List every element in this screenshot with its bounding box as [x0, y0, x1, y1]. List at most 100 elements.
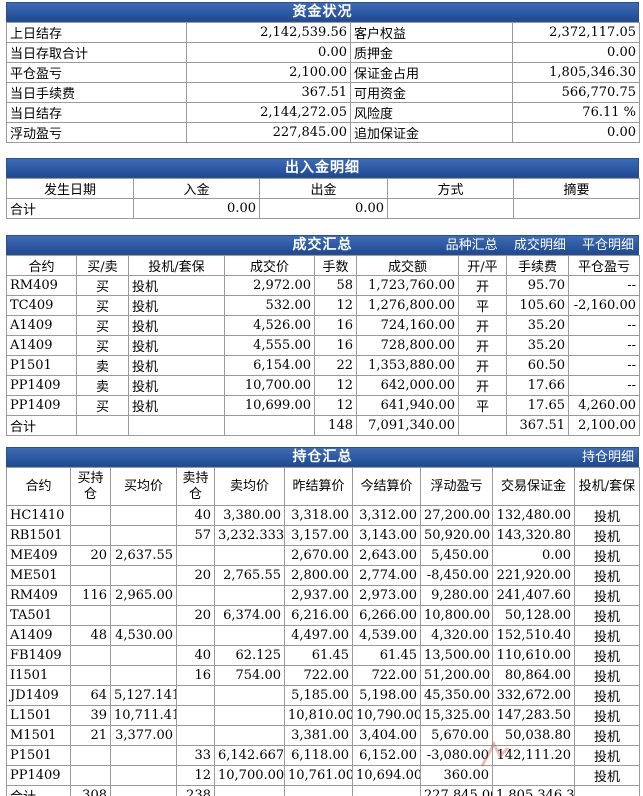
link-variety-summary[interactable]: 品种汇总	[445, 238, 498, 253]
positions-cell	[214, 685, 285, 706]
positions-cell: -8,450.00	[420, 565, 493, 586]
funds-value: 566,770.75	[512, 82, 640, 103]
trades-total-cell: 合计	[6, 415, 77, 436]
trades-cell: 开	[458, 375, 507, 396]
positions-total-cell	[284, 785, 353, 796]
funds-label: 当日结存	[6, 102, 187, 123]
positions-cell: 20	[70, 545, 111, 566]
link-trade-details[interactable]: 成交明细	[513, 238, 566, 253]
funds-label: 客户权益	[350, 22, 513, 43]
trades-cell: PP1409	[6, 375, 77, 396]
positions-cell	[214, 585, 285, 606]
positions-total-row: 合计308 238 227,845.001,805,346.30	[6, 785, 640, 796]
table-row: I1501 16 754.00 722.00 722.00 51,200.00 80,864…	[6, 665, 640, 686]
positions-cell	[214, 625, 285, 646]
trades-cell: 35.20	[506, 315, 569, 336]
inout-total-deposit: 0.00	[133, 198, 260, 219]
trades-cell: 17.66	[506, 375, 569, 396]
positions-cell: 10,790.00	[352, 705, 421, 726]
positions-col-header: 昨结算价	[284, 467, 353, 506]
funds-value: 2,372,117.05	[512, 22, 640, 43]
link-close-details[interactable]: 平仓明细	[581, 238, 634, 253]
positions-cell: 5,185.00	[284, 685, 353, 706]
positions-cell: 27,200.00	[420, 505, 493, 526]
trades-cell: TC409	[6, 295, 77, 316]
inout-section: 出入金明细 发生日期 入金 出金 方式 摘要 合计 0.00 0.00	[6, 158, 640, 219]
positions-cell: HC1410	[6, 505, 71, 526]
table-row: JD1409 64 5,127.141 5,185.00 5,198.00 45,350.…	[6, 685, 640, 706]
trades-col-header: 开/平	[458, 255, 507, 276]
positions-cell: 10,810.00	[284, 705, 353, 726]
link-position-details[interactable]: 持仓明细	[581, 450, 634, 465]
funds-value: 2,144,272.05	[186, 102, 351, 123]
table-row: RB1501 57 3,232.333 3,157.00 3,143.00 50,920.…	[6, 525, 640, 546]
positions-cell: JD1409	[6, 685, 71, 706]
trades-cell: 买	[76, 335, 129, 356]
positions-cell: 2,800.00	[284, 565, 353, 586]
trades-cell: 95.70	[506, 275, 569, 296]
positions-cell: ME501	[6, 565, 71, 586]
inout-table: 发生日期 入金 出金 方式 摘要 合计 0.00 0.00	[6, 178, 640, 219]
trades-col-header: 手数	[314, 255, 357, 276]
trades-cell: 6,154.00	[224, 355, 315, 376]
inout-total-withdraw: 0.00	[259, 198, 388, 219]
trades-cell: 17.65	[506, 395, 569, 416]
positions-cell: 332,672.00	[492, 685, 575, 706]
trades-cell: P1501	[6, 355, 77, 376]
positions-cell	[70, 505, 111, 526]
positions-cell: 投机	[574, 505, 640, 526]
funds-row: 当日结存 2,144,272.05 风险度 76.11 %	[6, 102, 640, 123]
trades-cell: 投机	[128, 275, 225, 296]
funds-label: 质押金	[350, 42, 513, 63]
inout-title: 出入金明细	[285, 160, 360, 176]
trades-section: 成交汇总 品种汇总 成交明细 平仓明细 合约 买/卖 投机/套保 成交价 手数 成交额 开/…	[6, 235, 640, 436]
trades-cell: --	[568, 335, 640, 356]
positions-cell: 投机	[574, 685, 640, 706]
positions-title: 持仓汇总	[292, 449, 353, 465]
positions-header-row: 合约 买持仓 买均价 卖持仓 卖均价 昨结算价 今结算价 浮动盈亏 交易保证金 投机/套保	[6, 467, 640, 506]
positions-total-cell: 合计	[6, 785, 71, 796]
watermark-icon	[480, 740, 510, 767]
trades-cell: --	[568, 375, 640, 396]
positions-cell: 5,127.141	[110, 685, 177, 706]
positions-col-header: 买均价	[110, 467, 177, 506]
positions-cell: 57	[176, 525, 215, 546]
trades-cell: RM409	[6, 275, 77, 296]
table-row: TA501 20 6,374.00 6,216.00 6,266.00 10,800.00…	[6, 605, 640, 626]
trades-cell: 买	[76, 295, 129, 316]
table-row: FB1409 40 62.125 61.45 61.45 13,500.00 110,610…	[6, 645, 640, 666]
funds-label: 当日手续费	[6, 82, 187, 103]
trades-total-cell	[128, 415, 225, 436]
positions-cell: 2,670.00	[284, 545, 353, 566]
trades-cell: 10,700.00	[224, 375, 315, 396]
positions-cell: 110,610.00	[492, 645, 575, 666]
positions-section: 持仓汇总 持仓明细 合约 买持仓 买均价 卖持仓 卖均价 昨结算价 今结算价 浮动盈亏 交易保证…	[6, 447, 640, 796]
positions-cell: 3,318.00	[284, 505, 353, 526]
positions-cell: 221,920.00	[492, 565, 575, 586]
trades-cell: 16	[314, 335, 357, 356]
positions-cell: P1501	[6, 745, 71, 766]
trades-cell: 平	[458, 395, 507, 416]
positions-cell: 142,111.20	[492, 745, 575, 766]
funds-value: 0.00	[186, 42, 351, 63]
trades-cell: 1,276,800.00	[356, 295, 459, 316]
positions-cell	[214, 725, 285, 746]
table-row: HC1410 40 3,380.00 3,318.00 3,312.00 27,200.0…	[6, 505, 640, 526]
positions-col-header: 浮动盈亏	[420, 467, 493, 506]
positions-col-header: 今结算价	[352, 467, 421, 506]
trades-total-row: 合计 148 7,091,340.00 367.51 2,100.00	[6, 415, 640, 436]
positions-cell: 241,407.60	[492, 585, 575, 606]
funds-label: 风险度	[350, 102, 513, 123]
trades-cell: 4,260.00	[568, 395, 640, 416]
positions-cell: 4,530.00	[110, 625, 177, 646]
table-row: A1409 48 4,530.00 4,497.00 4,539.00 4,320.00 1…	[6, 625, 640, 646]
trades-cell: 35.20	[506, 335, 569, 356]
trades-header: 成交汇总 品种汇总 成交明细 平仓明细	[6, 235, 639, 255]
positions-cell: 投机	[574, 605, 640, 626]
table-row: RM409 116 2,965.00 2,937.00 2,973.00 9,280.00…	[6, 585, 640, 606]
positions-cell: 16	[176, 665, 215, 686]
funds-row: 平仓盈亏 2,100.00 保证金占用 1,805,346.30	[6, 62, 640, 83]
positions-cell: 132,480.00	[492, 505, 575, 526]
table-row: RM409 买投机 2,972.00 58 1,723,760.00 开 95.70 --	[6, 275, 640, 296]
watermark-logo	[478, 736, 638, 776]
